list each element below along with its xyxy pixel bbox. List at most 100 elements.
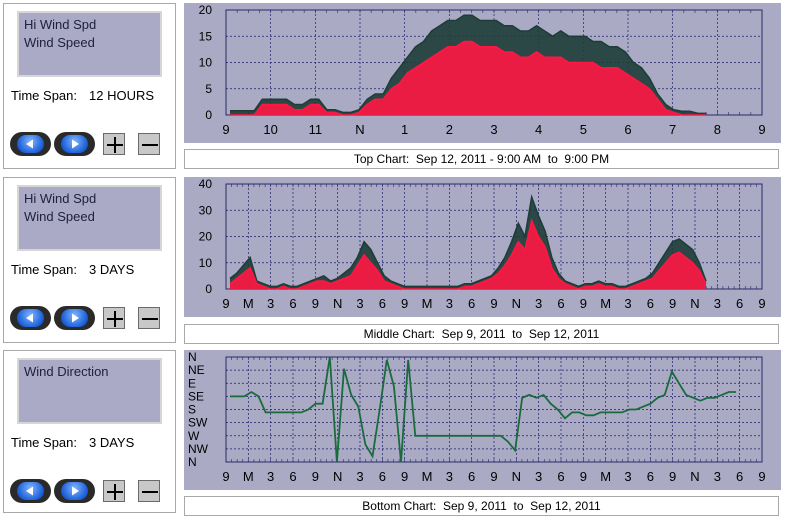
x-tick-label: 9 <box>222 296 229 311</box>
forward-button[interactable] <box>54 306 95 330</box>
y-tick-label: E <box>188 376 196 390</box>
x-tick-label: 9 <box>669 296 676 311</box>
x-tick-label: N <box>512 469 521 484</box>
x-tick-label: 5 <box>580 122 587 137</box>
zoom-out-button[interactable] <box>138 133 160 155</box>
x-tick-label: 6 <box>289 469 296 484</box>
x-tick-label: 7 <box>669 122 676 137</box>
x-tick-label: N <box>333 469 342 484</box>
x-tick-label: M <box>422 469 433 484</box>
y-tick-label: SW <box>188 416 208 430</box>
legend-wind-direction: Wind Direction <box>24 364 109 379</box>
control-panel-middle: Hi Wind Spd Wind Speed Time Span: 3 DAYS <box>3 177 176 343</box>
plus-icon <box>107 137 123 153</box>
x-tick-label: 9 <box>758 122 765 137</box>
x-tick-label: 3 <box>535 296 542 311</box>
x-tick-label: 9 <box>669 469 676 484</box>
y-tick-label: N <box>188 350 197 364</box>
y-tick-label: N <box>188 455 197 469</box>
time-span: Time Span: 3 DAYS <box>11 262 134 277</box>
legend-hi-wind: Hi Wind Spd <box>24 17 97 32</box>
x-tick-label: 6 <box>468 469 475 484</box>
plus-icon <box>107 484 123 500</box>
zoom-out-button[interactable] <box>138 480 160 502</box>
x-tick-label: 6 <box>379 469 386 484</box>
x-tick-label: 4 <box>535 122 542 137</box>
minus-icon <box>142 491 158 493</box>
x-tick-label: 9 <box>580 296 587 311</box>
x-tick-label: 6 <box>557 296 564 311</box>
zoom-in-button[interactable] <box>103 480 125 502</box>
x-tick-label: 3 <box>535 469 542 484</box>
zoom-out-button[interactable] <box>138 307 160 329</box>
control-panel-bottom: Wind Direction Time Span: 3 DAYS <box>3 350 176 513</box>
middle-chart[interactable]: 9 M 3 6 9 N 3 6 9 M 3 6 9 N 3 6 9 M 3 6 9 N 3 6 9 0 10 20 30 40 <box>184 177 781 317</box>
x-tick-label: 9 <box>758 296 765 311</box>
x-tick-label: 2 <box>446 122 453 137</box>
bottom-chart[interactable]: 9 M 3 6 9 N 3 6 9 M 3 6 9 N 3 6 9 M 3 6 9 N 3 6 9 N NW W SW S SE E NE N <box>184 350 781 490</box>
back-button[interactable] <box>10 132 51 156</box>
x-tick-label: 11 <box>309 122 323 137</box>
legend-wind-speed: Wind Speed <box>24 209 95 224</box>
wind-speed-series-line <box>229 218 707 290</box>
x-tick-label: N <box>355 122 364 137</box>
x-tick-label: N <box>690 296 699 311</box>
x-tick-label: 8 <box>714 122 721 137</box>
control-panel-top: Hi Wind Spd Wind Speed Time Span: 12 HOUR… <box>3 3 176 169</box>
y-tick-label: 0 <box>205 108 212 122</box>
zoom-in-button[interactable] <box>103 307 125 329</box>
top-chart[interactable]: 9 10 11 N 1 2 3 4 5 6 7 8 9 0 5 10 15 20 <box>184 3 781 143</box>
right-arrow-icon <box>72 486 79 496</box>
time-span-label: Time Span: <box>11 435 77 450</box>
x-tick-label: N <box>512 296 521 311</box>
x-tick-label: 3 <box>267 469 274 484</box>
x-tick-label: 9 <box>222 122 229 137</box>
x-tick-label: 3 <box>624 469 631 484</box>
x-tick-label: 9 <box>758 469 765 484</box>
y-tick-label: W <box>188 429 200 443</box>
x-tick-label: 1 <box>401 122 408 137</box>
time-span-value: 3 DAYS <box>89 435 135 450</box>
y-tick-label: NE <box>188 363 205 377</box>
minus-icon <box>142 318 158 320</box>
legend-box: Wind Direction <box>17 358 162 424</box>
left-arrow-icon <box>26 313 33 323</box>
x-tick-label: M <box>600 296 611 311</box>
x-tick-label: M <box>422 296 433 311</box>
time-span: Time Span: 3 DAYS <box>11 435 134 450</box>
back-button[interactable] <box>10 479 51 503</box>
x-tick-label: 9 <box>580 469 587 484</box>
x-tick-label: 9 <box>490 469 497 484</box>
y-tick-label: 10 <box>199 256 213 270</box>
x-tick-label: 3 <box>446 469 453 484</box>
y-tick-label: 5 <box>205 82 212 96</box>
hi-wind-series-line <box>229 193 707 288</box>
x-tick-label: 6 <box>379 296 386 311</box>
legend-wind-speed: Wind Speed <box>24 35 95 50</box>
back-button[interactable] <box>10 306 51 330</box>
time-span-value: 3 DAYS <box>89 262 135 277</box>
legend-box: Hi Wind Spd Wind Speed <box>17 11 162 77</box>
zoom-in-button[interactable] <box>103 133 125 155</box>
x-tick-label: 6 <box>647 469 654 484</box>
x-tick-label: 6 <box>647 296 654 311</box>
forward-button[interactable] <box>54 132 95 156</box>
x-tick-label: N <box>333 296 342 311</box>
wind-direction-series <box>230 356 736 463</box>
forward-button[interactable] <box>54 479 95 503</box>
x-tick-label: 6 <box>289 296 296 311</box>
time-span: Time Span: 12 HOURS <box>11 88 154 103</box>
top-chart-caption: Top Chart: Sep 12, 2011 - 9:00 AM to 9:0… <box>184 149 779 169</box>
x-tick-label: 9 <box>490 296 497 311</box>
x-tick-label: 6 <box>736 296 743 311</box>
y-tick-label: NW <box>188 442 209 456</box>
y-tick-label: 15 <box>199 29 213 43</box>
left-arrow-icon <box>26 139 33 149</box>
x-tick-label: M <box>243 469 254 484</box>
x-tick-label: 3 <box>356 296 363 311</box>
x-tick-label: 9 <box>222 469 229 484</box>
x-tick-label: 9 <box>312 469 319 484</box>
x-tick-label: 10 <box>263 122 277 137</box>
y-tick-label: 40 <box>199 177 213 191</box>
